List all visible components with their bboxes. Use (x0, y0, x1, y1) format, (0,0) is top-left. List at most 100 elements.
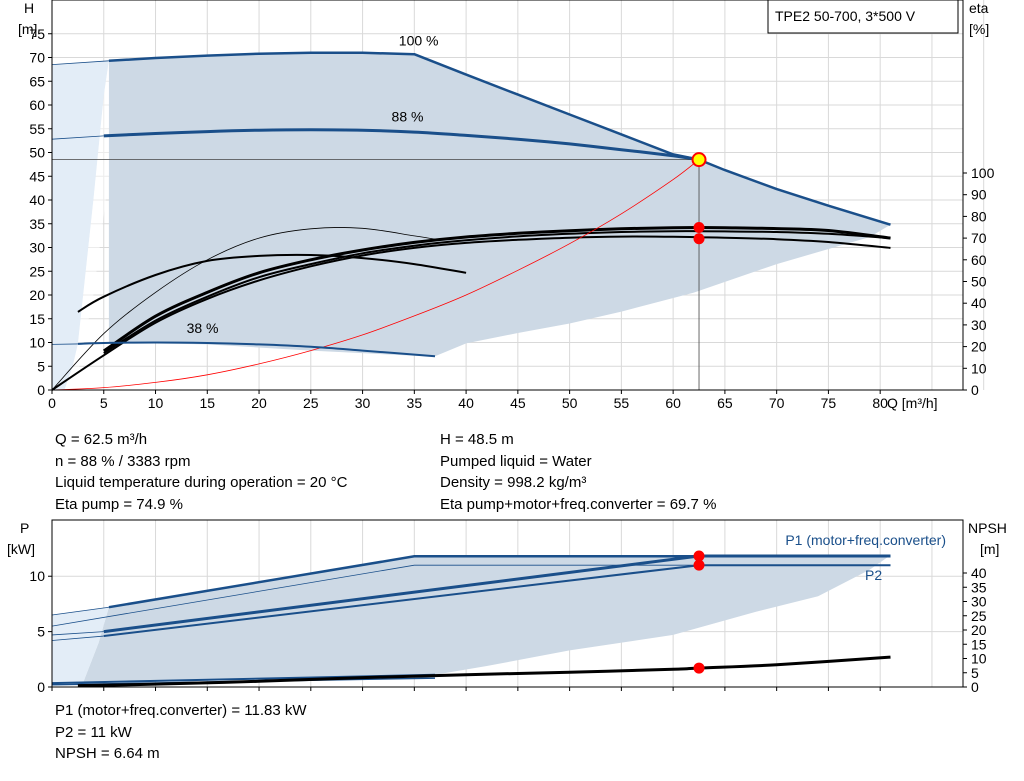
low-flow-region (52, 60, 109, 391)
legend-p2: P2 (865, 567, 882, 583)
y-tick-label: 45 (29, 168, 45, 184)
info-p1: P1 (motor+freq.converter) = 11.83 kW (55, 702, 307, 719)
duty-point (691, 152, 707, 168)
eta-tick-label: 100 (971, 165, 995, 181)
y-tick-label: 20 (29, 287, 45, 303)
eta-axis-label-line1: eta (969, 0, 989, 16)
low-flow-edge (64, 60, 109, 391)
chart-title: TPE2 50-700, 3*500 V (775, 8, 916, 24)
p1-extension (51, 606, 109, 616)
y-axis-label-line1: H (24, 0, 34, 16)
info-npsh: NPSH = 6.64 m (55, 745, 160, 762)
npsh-tick-label: 35 (971, 579, 987, 595)
x-tick-label: 15 (199, 395, 215, 411)
info-eta-pump: Eta pump = 74.9 % (55, 495, 183, 513)
eta-tick-label: 70 (971, 230, 987, 246)
x-tick-label: 25 (303, 395, 319, 411)
info-flow: Q = 62.5 m³/h (55, 431, 148, 448)
eta-tick-label: 20 (971, 339, 987, 355)
info-speed: n = 88 % / 3383 rpm (55, 452, 191, 470)
y-tick-label: 65 (29, 73, 45, 89)
y-tick-label: 60 (29, 97, 45, 113)
x-axis-label: Q [m³/h] (887, 395, 938, 411)
label-88: 88 % (392, 109, 424, 125)
x-tick-label: 45 (510, 395, 526, 411)
npsh-tick-label: 20 (971, 622, 987, 638)
npsh-tick-label: 25 (971, 608, 987, 624)
head-eta-plot: 100 %88 %38 %0 5 10 15 20 25 30 35 40 45 50 55 60 65 7… (18, 0, 995, 411)
npsh-tick-label: 15 (971, 636, 987, 652)
y-tick-label: 10 (29, 335, 45, 351)
y-tick-label: 0 (37, 382, 45, 398)
power-low-flow-region (52, 607, 109, 684)
x-tick-label: 55 (614, 395, 630, 411)
y-tick-label: 75 (29, 26, 45, 42)
info-top-right: H = 48.5 m Pumped liquid = Water Density… (440, 429, 716, 515)
eta-tick-label: 50 (971, 274, 987, 290)
x-tick-label: 75 (821, 395, 837, 411)
head-curve-88 (103, 128, 700, 162)
info-density: Density = 998.2 kg/m³ (440, 474, 587, 491)
npsh-curve (77, 655, 891, 688)
legend-p1: P1 (motor+freq.converter) (785, 532, 946, 548)
y-tick-label: 30 (29, 240, 45, 256)
x-tick-label: 10 (148, 395, 164, 411)
eta-curve (77, 253, 467, 313)
eta-tick-label: 80 (971, 208, 987, 224)
power-point (693, 550, 705, 562)
p-axis-label-line2: [kW] (7, 541, 35, 557)
info-liquid-temp: Liquid temperature during operation = 20… (55, 474, 348, 491)
eta-tick-label: 0 (971, 382, 979, 398)
x-tick-label: 5 (100, 395, 108, 411)
info-eta-total: Eta pump+motor+freq.converter = 69.7 % (440, 495, 717, 513)
x-tick-label: 0 (48, 395, 56, 411)
y-tick-label: 50 (29, 145, 45, 161)
y-tick-label: 35 (29, 216, 45, 232)
y-axis-label-line2: [m] (18, 21, 37, 37)
x-tick-label: 40 (458, 395, 474, 411)
x-tick-label: 20 (251, 395, 267, 411)
power-point (693, 559, 705, 571)
x-tick-label: 60 (665, 395, 681, 411)
head-100-extension (51, 60, 109, 66)
label-38: 38 % (187, 320, 219, 336)
npsh-tick-label: 10 (971, 651, 987, 667)
eta-tick-label: 30 (971, 317, 987, 333)
eta-tick-label: 40 (971, 295, 987, 311)
y-tick-label: 5 (37, 624, 45, 640)
x-tick-label: 50 (562, 395, 578, 411)
info-bottom: P1 (motor+freq.converter) = 11.83 kW P2 … (55, 700, 307, 765)
p2-88-extension (51, 635, 104, 641)
y-tick-label: 10 (29, 568, 45, 584)
npsh-tick-label: 5 (971, 665, 979, 681)
info-pumped-liquid: Pumped liquid = Water (440, 452, 592, 470)
info-p2: P2 = 11 kW (55, 723, 132, 741)
y-tick-label: 25 (29, 263, 45, 279)
npsh-axis-label-line1: NPSH (968, 520, 1007, 536)
eta-axis-label-line2: [%] (969, 21, 989, 37)
npsh-point (693, 662, 705, 674)
y-tick-label: 0 (37, 679, 45, 695)
label-100: 100 % (399, 33, 439, 49)
eta-curve (51, 235, 891, 391)
p1-88-extension (51, 631, 104, 636)
head-88-extension (51, 135, 104, 140)
title-box (767, 0, 959, 34)
y-tick-label: 55 (29, 121, 45, 137)
eta-tick-label: 60 (971, 252, 987, 268)
x-tick-label: 30 (355, 395, 371, 411)
npsh-tick-label: 0 (971, 679, 979, 695)
lower-plot-frame (51, 519, 964, 688)
eta-curve (51, 227, 436, 391)
info-top-left: Q = 62.5 m³/h n = 88 % / 3383 rpm Liquid… (55, 429, 347, 515)
y-tick-label: 15 (29, 311, 45, 327)
eta-tick-label: 90 (971, 187, 987, 203)
x-tick-label: 35 (407, 395, 423, 411)
x-tick-label: 80 (872, 395, 888, 411)
y-tick-label: 5 (37, 358, 45, 374)
npsh-axis-label-line2: [m] (980, 541, 999, 557)
eta-curve (102, 226, 891, 353)
system-curve (51, 159, 700, 391)
